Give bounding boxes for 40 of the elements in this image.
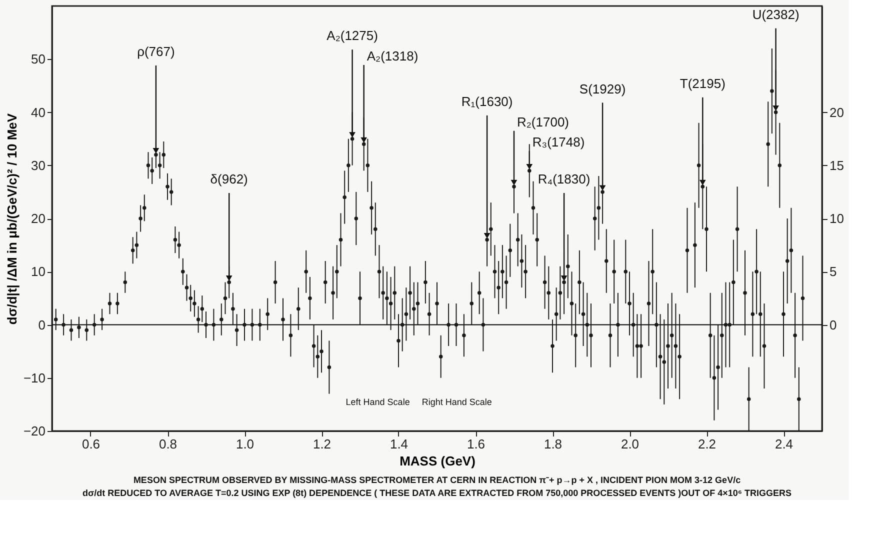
text: MESON SPECTRUM OBSERVED BY MISSING-MASS SPECTROMETER AT CERN IN REACTION π⁻+ p→p + X , INCIDENT PION MOM 3-12 GeV/c — [133, 475, 741, 485]
x-axis-title: MASS (GeV) — [400, 454, 476, 468]
annotation: ρ(767) — [137, 44, 175, 60]
y-tick-label: 50 — [31, 52, 46, 67]
y2-tick-label: 15 — [830, 158, 844, 173]
y2-tick-label: 20 — [830, 104, 844, 120]
y-tick-label: 40 — [31, 104, 46, 120]
annotation: R₁(1630) — [461, 94, 513, 110]
annotation: Right Hand Scale — [422, 396, 492, 407]
annotation: A₂(1318) — [366, 48, 418, 64]
x-tick-label: 2.0 — [620, 436, 640, 452]
annotation: δ(962) — [210, 172, 248, 187]
x-tick-label: 1.2 — [312, 436, 332, 452]
x-tick-label: 0.6 — [82, 436, 100, 452]
x-tick-label: 1.4 — [390, 436, 408, 452]
annotation: A₂(1275) — [326, 28, 378, 44]
y-tick-label: 30 — [31, 158, 46, 173]
text: dσ/dt REDUCED TO AVERAGE T=0.2 USING EXP (8t) DEPENDENCE ( THESE DATA ARE EXTRACTED FROM 750,000 PROCESSED EVENTS )OUT OF 4×10⁶ TRIGGERS — [82, 488, 792, 498]
annotation: U(2382) — [752, 6, 800, 22]
annotation: R₄(1830) — [538, 172, 590, 187]
y-axis-title: dσ/d|t| /ΔM in μb/(GeV/c)² / 10 MeV — [4, 113, 20, 325]
x-tick-label: 2.2 — [698, 436, 716, 452]
y2-tick-label: 5 — [830, 264, 837, 280]
y-tick-label: 20 — [31, 211, 46, 226]
annotation: R₂(1700) — [517, 114, 570, 130]
x-tick-label: 0.8 — [158, 436, 178, 452]
y-tick-label: −10 — [23, 370, 46, 386]
annotation: T(2195) — [680, 76, 726, 91]
y2-tick-label: 10 — [830, 211, 844, 226]
y-tick-label: 0 — [38, 317, 46, 332]
annotation: Left Hand Scale — [346, 396, 410, 407]
annotation: R₃(1748) — [532, 134, 585, 150]
y-tick-label: −20 — [23, 424, 46, 438]
x-tick-label: 2.4 — [774, 436, 794, 452]
y2-tick-label: 0 — [830, 317, 837, 332]
x-tick-label: 1.8 — [544, 436, 562, 452]
y-tick-label: 10 — [31, 264, 46, 280]
x-tick-label: 1.6 — [466, 436, 486, 452]
annotation: S(1929) — [579, 81, 626, 96]
x-tick-label: 1.0 — [236, 436, 254, 452]
